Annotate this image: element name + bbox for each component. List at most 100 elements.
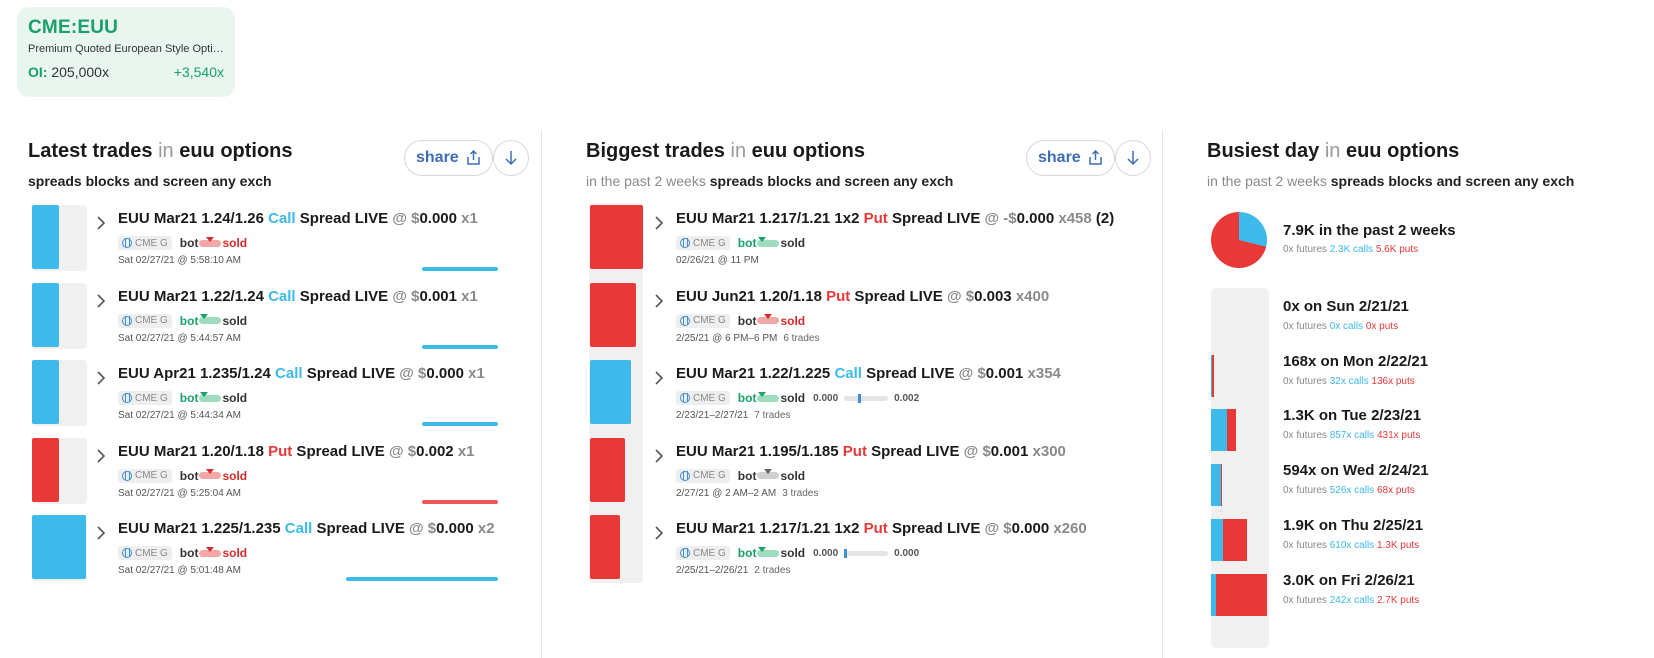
range-marker	[844, 548, 848, 558]
panel-subtitle[interactable]: in the past 2 weeks spreads blocks and s…	[1207, 173, 1574, 189]
chevron-right-icon[interactable]	[95, 216, 107, 230]
trade-price: 0.003	[974, 287, 1016, 305]
trade-at: @ $	[409, 520, 437, 537]
trade-row[interactable]: EUU Mar21 1.20/1.18 Put Spread LIVE @ $0…	[95, 443, 565, 515]
size-bar	[32, 437, 59, 502]
bot-label: bot	[179, 468, 199, 483]
column-divider	[541, 130, 542, 658]
calls-segment	[1211, 354, 1212, 397]
trade-row[interactable]: EUU Mar21 1.22/1.225 Call Spread LIVE @ …	[653, 365, 1123, 437]
share-button[interactable]: share	[1026, 140, 1115, 176]
ticker-symbol[interactable]: CME:EUU	[28, 17, 119, 38]
chevron-right-icon[interactable]	[95, 293, 107, 308]
sold-label: sold	[780, 236, 806, 250]
size-bar	[32, 282, 59, 347]
exchange-label: CME G	[135, 237, 168, 249]
side-gauge	[199, 236, 222, 247]
day-calls: 857x calls	[1329, 430, 1377, 442]
trade-time: 2/27/21 @ 2 AM–2 AM 3 trades	[676, 488, 818, 499]
biggest-trades-header: Biggest trades in euu options in the pas…	[586, 140, 953, 189]
trade-product: EUU Mar21 1.22/1.225	[676, 365, 835, 382]
share-button[interactable]: share	[404, 140, 493, 176]
exchange-badge: CME G	[118, 391, 172, 405]
trade-row[interactable]: EUU Mar21 1.24/1.26 Call Spread LIVE @ $…	[95, 210, 565, 282]
title-scope[interactable]: euu options	[751, 140, 865, 162]
chevron-right-icon[interactable]	[653, 448, 665, 463]
subtitle-lead: in the past 2 weeks	[586, 173, 706, 189]
range-bar	[844, 393, 889, 403]
chevron-right-icon[interactable]	[653, 526, 665, 540]
trade-title[interactable]: EUU Mar21 1.22/1.24 Call Spread LIVE @ $…	[118, 288, 478, 305]
bot-label: bot	[179, 236, 199, 250]
chevron-right-icon[interactable]	[95, 448, 107, 463]
trade-count: 3 trades	[782, 487, 819, 499]
chevron-right-icon[interactable]	[653, 371, 665, 385]
chevron-right-icon[interactable]	[653, 216, 665, 230]
day-puts: 0x puts	[1365, 321, 1399, 332]
trade-timestamp: 02/26/21 @ 11 PM	[676, 255, 759, 266]
trade-timestamp: Sat 02/27/21 @ 5:25:04 AM	[118, 487, 242, 499]
trade-row[interactable]: EUU Apr21 1.235/1.24 Call Spread LIVE @ …	[95, 365, 565, 437]
size-bar	[590, 205, 643, 269]
trade-right: Call	[268, 210, 296, 227]
download-button[interactable]	[1115, 140, 1151, 176]
globe-icon	[122, 238, 132, 248]
day-row[interactable]: 168x on Mon 2/22/21 0x futures 32x calls …	[1283, 353, 1428, 387]
trade-title[interactable]: EUU Mar21 1.22/1.225 Call Spread LIVE @ …	[676, 365, 1061, 382]
summary-breakdown: 0x futures 2.3K calls 5.6K puts	[1283, 244, 1418, 255]
trade-title[interactable]: EUU Apr21 1.235/1.24 Call Spread LIVE @ …	[118, 365, 485, 382]
day-row[interactable]: 1.9K on Thu 2/25/21 0x futures 610x calls…	[1283, 517, 1423, 551]
range-low: 0.000	[813, 547, 839, 559]
trade-timestamp: 2/27/21 @ 2 AM–2 AM	[676, 487, 777, 499]
volume-line	[422, 344, 498, 349]
trade-at: @ $	[963, 442, 991, 460]
title-in: in	[730, 140, 747, 162]
day-volume-bar	[1211, 464, 1223, 507]
trade-row[interactable]: EUU Mar21 1.22/1.24 Call Spread LIVE @ $…	[95, 288, 565, 360]
trade-row[interactable]: EUU Mar21 1.217/1.21 1x2 Put Spread LIVE…	[653, 520, 1123, 592]
trade-title[interactable]: EUU Mar21 1.20/1.18 Put Spread LIVE @ $0…	[118, 443, 475, 460]
side-indicator: bot sold	[180, 469, 247, 483]
chevron-right-icon[interactable]	[95, 526, 107, 540]
day-futures: 0x futures	[1283, 321, 1330, 332]
chevron-right-icon[interactable]	[95, 371, 107, 385]
bot-label: bot	[737, 546, 757, 560]
trade-time: 02/26/21 @ 11 PM	[676, 255, 759, 266]
day-puts: 431x puts	[1376, 430, 1421, 442]
day-futures: 0x futures	[1283, 375, 1330, 387]
trade-title[interactable]: EUU Mar21 1.225/1.235 Call Spread LIVE @…	[118, 520, 495, 537]
panel-subtitle[interactable]: spreads blocks and screen any exch	[28, 173, 272, 189]
side-gauge	[199, 546, 222, 557]
ticker-card[interactable]: CME:EUU Premium Quoted European Style Op…	[17, 7, 235, 97]
trade-quantity: x1	[461, 287, 478, 305]
trade-title[interactable]: EUU Mar21 1.217/1.21 1x2 Put Spread LIVE…	[676, 210, 1114, 227]
price-range: 0.000 0.002	[813, 393, 919, 404]
day-futures: 0x futures	[1283, 430, 1330, 442]
volume-line	[422, 267, 498, 271]
title-in: in	[158, 140, 174, 162]
trade-title[interactable]: EUU Mar21 1.195/1.185 Put Spread LIVE @ …	[676, 443, 1066, 460]
trade-type: Spread LIVE	[850, 287, 947, 305]
download-button[interactable]	[493, 140, 529, 176]
title-scope[interactable]: euu options	[179, 140, 293, 162]
sold-label: sold	[222, 468, 248, 483]
panel-subtitle[interactable]: in the past 2 weeks spreads blocks and s…	[586, 173, 953, 189]
trade-row[interactable]: EUU Mar21 1.225/1.235 Call Spread LIVE @…	[95, 520, 565, 592]
trade-title[interactable]: EUU Mar21 1.24/1.26 Call Spread LIVE @ $…	[118, 210, 478, 227]
chevron-right-icon[interactable]	[653, 293, 665, 308]
day-row[interactable]: 0x on Sun 2/21/21 0x futures 0x calls 0x …	[1283, 298, 1409, 332]
day-row[interactable]: 1.3K on Tue 2/23/21 0x futures 857x calls…	[1283, 407, 1421, 441]
trade-row[interactable]: EUU Mar21 1.195/1.185 Put Spread LIVE @ …	[653, 443, 1123, 515]
side-gauge	[757, 314, 780, 324]
trade-time: 2/25/21 @ 6 PM–6 PM 6 trades	[676, 333, 819, 344]
trade-title[interactable]: EUU Jun21 1.20/1.18 Put Spread LIVE @ $0…	[676, 288, 1049, 305]
day-row[interactable]: 594x on Wed 2/24/21 0x futures 526x calls…	[1283, 462, 1429, 496]
title-scope[interactable]: euu options	[1345, 140, 1460, 162]
trade-title[interactable]: EUU Mar21 1.217/1.21 1x2 Put Spread LIVE…	[676, 520, 1087, 537]
trade-row[interactable]: EUU Jun21 1.20/1.18 Put Spread LIVE @ $0…	[653, 288, 1123, 360]
trade-count: 6 trades	[783, 332, 820, 344]
size-bar	[590, 282, 637, 347]
trade-row[interactable]: EUU Mar21 1.217/1.21 1x2 Put Spread LIVE…	[653, 210, 1123, 282]
trade-at: @ $	[399, 365, 427, 382]
day-row[interactable]: 3.0K on Fri 2/26/21 0x futures 242x calls…	[1283, 572, 1419, 606]
